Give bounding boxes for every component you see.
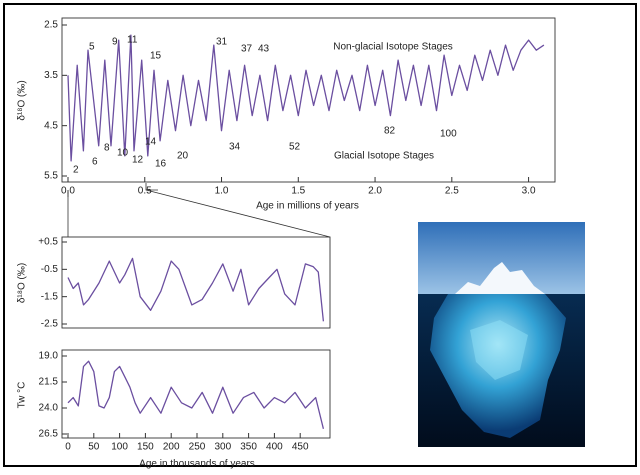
x-tick-label: 450 bbox=[292, 442, 309, 453]
x-tick-label: 200 bbox=[163, 442, 180, 453]
annotation: 15 bbox=[150, 51, 162, 62]
y-tick-label: 2.5 bbox=[44, 20, 58, 31]
annotation: 31 bbox=[216, 37, 228, 48]
y-tick-label: 21.5 bbox=[39, 377, 59, 388]
y-tick-label: 5.5 bbox=[44, 171, 58, 182]
y-tick-label: 19.0 bbox=[39, 351, 59, 362]
annotation: 8 bbox=[104, 143, 110, 154]
x-tick-label: 3.0 bbox=[522, 186, 536, 197]
y-tick-label: 26.5 bbox=[39, 429, 59, 440]
annotation: Glacial Isotope Stages bbox=[334, 151, 434, 162]
annotation: 16 bbox=[155, 159, 167, 170]
x-tick-label: 300 bbox=[214, 442, 231, 453]
y-tick-label: 24.0 bbox=[39, 403, 59, 414]
annotation: 2 bbox=[73, 165, 79, 176]
annotation: 34 bbox=[229, 142, 241, 153]
annotation: 5 bbox=[89, 42, 95, 53]
x-tick-label: 1.5 bbox=[291, 186, 305, 197]
y-tick-label: 4.5 bbox=[44, 120, 58, 131]
x-axis-label: Age in thousands of years bbox=[139, 459, 255, 470]
y-axis-label: Tw °C bbox=[17, 382, 28, 409]
x-tick-label: 100 bbox=[111, 442, 128, 453]
x-tick-label: 350 bbox=[240, 442, 257, 453]
annotation: 6 bbox=[92, 157, 98, 168]
x-tick-label: 0.0 bbox=[61, 186, 75, 197]
annotation: 12 bbox=[132, 155, 144, 166]
annotation: 37 bbox=[241, 44, 253, 55]
y-axis-label: δ¹⁸O (‰) bbox=[17, 263, 28, 303]
annotation: 9 bbox=[112, 37, 118, 48]
y-tick-label: -2.5 bbox=[41, 319, 59, 330]
y-axis-label: δ¹⁸O (‰) bbox=[17, 80, 28, 120]
annotation: 20 bbox=[177, 151, 189, 162]
x-tick-label: 400 bbox=[266, 442, 283, 453]
annotation: 10 bbox=[117, 148, 129, 159]
x-tick-label: 50 bbox=[88, 442, 100, 453]
x-tick-label: 0.5 bbox=[138, 186, 152, 197]
annotation: 52 bbox=[289, 142, 301, 153]
figure: 2.5 3.5 4.5 5.50.0 0.5 1.0 1.5 2.0 2.5 3.0 Age in … bbox=[0, 0, 640, 470]
annotation: Non-glacial Isotope Stages bbox=[333, 42, 453, 53]
x-tick-label: 250 bbox=[189, 442, 206, 453]
x-tick-label: 1.0 bbox=[215, 186, 229, 197]
annotation: 14 bbox=[145, 137, 157, 148]
x-axis-label: Age in millions of years bbox=[256, 201, 359, 212]
y-tick-label: -0.5 bbox=[41, 264, 59, 275]
y-tick-label: 3.5 bbox=[44, 70, 58, 81]
iceberg-photo bbox=[418, 222, 585, 447]
x-tick-label: 0 bbox=[65, 442, 71, 453]
annotation: 43 bbox=[258, 44, 270, 55]
y-tick-label: +0.5 bbox=[38, 237, 58, 248]
y-tick-label: -1.5 bbox=[41, 291, 59, 302]
x-tick-label: 150 bbox=[137, 442, 154, 453]
annotation: 11 bbox=[127, 35, 138, 46]
x-tick-label: 2.0 bbox=[368, 186, 382, 197]
annotation: 82 bbox=[384, 126, 396, 137]
annotation: 100 bbox=[440, 129, 457, 140]
x-tick-label: 2.5 bbox=[445, 186, 459, 197]
